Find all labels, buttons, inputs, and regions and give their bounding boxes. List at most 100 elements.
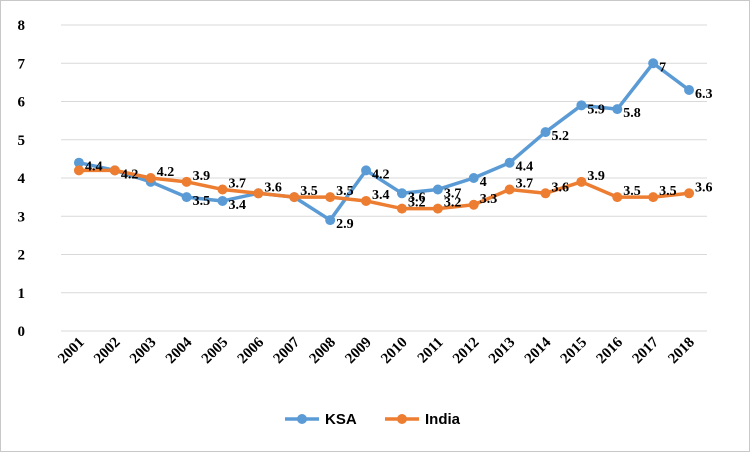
- data-labels: 4.4 4.2 3.5 3.4 2.9 4.2 3.6 3.7 4 4.4 5.2 5.9 5.8 7 6.…: [85, 60, 713, 232]
- y-tick-label-2: 2: [18, 248, 26, 264]
- y-tick-label-0: 0: [18, 324, 26, 340]
- data-label-india-2007: 3.5: [300, 184, 318, 199]
- point-ksa-2004: [181, 192, 192, 203]
- y-tick-label-3: 3: [18, 209, 26, 225]
- data-label-india-2015: 3.9: [587, 169, 605, 184]
- data-label-india-2009: 3.4: [372, 188, 390, 203]
- data-label-ksa-2014: 5.2: [552, 129, 570, 144]
- data-label-india-2018: 3.6: [695, 180, 713, 195]
- point-ksa-2012: [468, 173, 479, 183]
- point-india-2006: [253, 188, 264, 199]
- x-tick-label-2007: 2007: [271, 334, 304, 367]
- legend: KSA India: [285, 411, 461, 428]
- data-label-india-2011: 3.2: [444, 196, 462, 211]
- point-ksa-2001: [73, 157, 84, 168]
- data-label-ksa-2018: 6.3: [695, 87, 713, 102]
- x-tick-label-2001: 2001: [55, 335, 88, 368]
- gridlines: [61, 24, 707, 332]
- y-tick-label-7: 7: [18, 56, 26, 72]
- data-label-india-2010: 3.2: [408, 196, 426, 211]
- point-india-2018: [684, 188, 695, 199]
- point-india-2009: [361, 195, 372, 206]
- data-label-ksa-2017: 7: [659, 60, 666, 75]
- x-tick-label-2002: 2002: [91, 335, 124, 368]
- x-tick-label-2003: 2003: [127, 335, 160, 368]
- data-label-india-2016: 3.5: [623, 184, 641, 199]
- point-india-2005: [217, 184, 228, 195]
- data-label-ksa-2002: 4.2: [121, 167, 139, 182]
- x-tick-label-2017: 2017: [629, 334, 662, 367]
- data-label-ksa-2012: 4: [480, 175, 487, 190]
- point-india-2010: [396, 203, 407, 214]
- y-tick-label-5: 5: [18, 133, 26, 149]
- legend-label-ksa: KSA: [325, 411, 357, 428]
- x-tick-label-2016: 2016: [594, 334, 627, 367]
- data-label-ksa-2016: 5.8: [623, 106, 641, 121]
- data-label-ksa-2013: 4.4: [516, 160, 534, 175]
- x-tick-label-2006: 2006: [235, 334, 268, 367]
- point-ksa-2018: [684, 85, 695, 96]
- data-label-india-2014: 3.6: [552, 180, 570, 195]
- data-label-ksa-2005: 3.4: [229, 198, 247, 213]
- point-ksa-2008: [325, 215, 336, 226]
- data-label-ksa-2004: 3.5: [193, 194, 211, 209]
- y-tick-label-6: 6: [18, 95, 26, 111]
- data-label-india-2005: 3.7: [229, 176, 247, 191]
- legend-swatch-marker-ksa: [297, 414, 307, 424]
- series-line-india: [78, 168, 690, 211]
- legend-item-ksa: KSA: [285, 411, 357, 428]
- point-ksa-2011: [432, 184, 443, 195]
- data-label-ksa-2015: 5.9: [587, 102, 605, 117]
- x-tick-label-2013: 2013: [486, 335, 519, 368]
- data-label-india-2012: 3.3: [480, 192, 498, 207]
- legend-swatch-marker-india: [397, 414, 407, 424]
- x-tick-label-2015: 2015: [558, 335, 591, 368]
- point-ksa-2017: [648, 58, 659, 69]
- data-label-india-2003: 4.2: [157, 165, 175, 180]
- legend-label-india: India: [425, 411, 461, 428]
- point-india-2017: [648, 192, 659, 203]
- point-india-2016: [612, 192, 623, 203]
- data-label-ksa-2008: 2.9: [336, 217, 354, 232]
- x-tick-label-2009: 2009: [342, 335, 375, 368]
- data-label-ksa-2010: 3.6: [408, 190, 426, 205]
- series-india: [73, 165, 695, 214]
- x-tick-label-2018: 2018: [665, 335, 698, 368]
- point-ksa-2015: [576, 100, 587, 111]
- series-lines: [73, 58, 695, 226]
- data-label-india-2017: 3.5: [659, 184, 677, 199]
- x-tick-label-2010: 2010: [378, 335, 411, 368]
- point-india-2007: [289, 192, 300, 203]
- x-tick-label-2005: 2005: [199, 335, 232, 368]
- data-label-india-2004: 3.9: [193, 169, 211, 184]
- point-ksa-2010: [396, 188, 407, 199]
- point-ksa-2009: [361, 165, 372, 176]
- x-tick-label-2008: 2008: [306, 335, 339, 368]
- point-india-2004: [181, 176, 192, 187]
- data-label-india-2008: 3.5: [336, 184, 354, 199]
- data-label-ksa-2009: 4.2: [372, 167, 390, 182]
- data-label-ksa-2011: 3.7: [444, 186, 462, 201]
- y-tick-label-1: 1: [18, 286, 26, 302]
- point-ksa-2016: [612, 104, 623, 115]
- x-axis-ticks: 2001 2002 2003 2004 2005 2006 2007 2008 2009 2010…: [55, 334, 698, 367]
- y-axis-ticks: 0 1 2 3 4 5 6 7 8: [18, 18, 26, 340]
- point-ksa-2005: [217, 195, 228, 206]
- point-india-2014: [540, 188, 551, 199]
- point-india-2015: [576, 176, 587, 187]
- data-label-india-2013: 3.7: [516, 176, 534, 191]
- data-label-india-2006: 3.6: [264, 180, 282, 195]
- x-tick-label-2011: 2011: [415, 335, 447, 367]
- y-tick-label-8: 8: [18, 18, 26, 34]
- y-tick-label-4: 4: [18, 171, 26, 187]
- x-tick-label-2004: 2004: [163, 334, 196, 367]
- point-ksa-2014: [540, 127, 551, 138]
- point-india-2001: [73, 165, 84, 176]
- point-india-2003: [145, 173, 156, 183]
- series-line-ksa: [78, 61, 691, 222]
- data-label-ksa-2001: 4.4: [85, 160, 103, 175]
- x-tick-label-2012: 2012: [450, 335, 483, 368]
- point-india-2008: [325, 192, 336, 203]
